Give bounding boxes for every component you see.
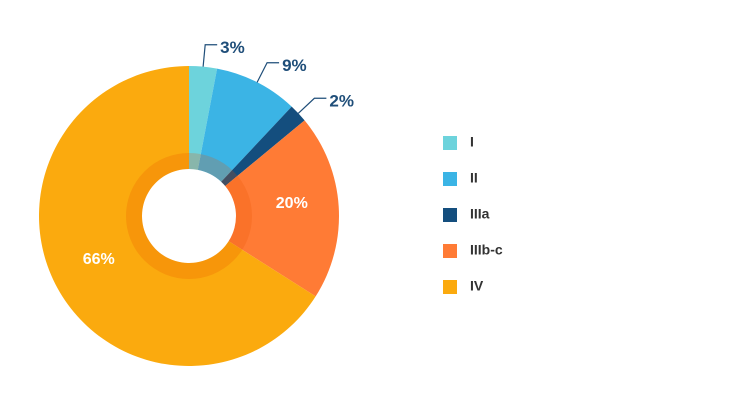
slice [39, 66, 316, 366]
legend-swatch [443, 208, 457, 222]
legend-label: IV [470, 278, 484, 294]
inner-ring [126, 153, 252, 279]
legend-swatch [443, 172, 457, 186]
slice [225, 120, 340, 297]
slice [197, 68, 292, 182]
legend-label: IIIb-c [470, 242, 503, 258]
legend-label: I [470, 134, 474, 150]
value-label: 66% [83, 251, 115, 268]
legend-swatch [443, 136, 457, 150]
leader-line [202, 44, 218, 67]
slice [189, 66, 218, 170]
leader-line [297, 97, 327, 114]
legend-label: II [470, 170, 478, 186]
value-label: 20% [276, 195, 308, 212]
value-label: 2% [329, 92, 354, 111]
slice [221, 106, 305, 187]
legend-label: IIIa [470, 206, 490, 222]
leader-line [256, 62, 280, 83]
value-label: 9% [282, 56, 307, 75]
legend-swatch [443, 280, 457, 294]
value-label: 3% [220, 38, 245, 57]
legend-swatch [443, 244, 457, 258]
